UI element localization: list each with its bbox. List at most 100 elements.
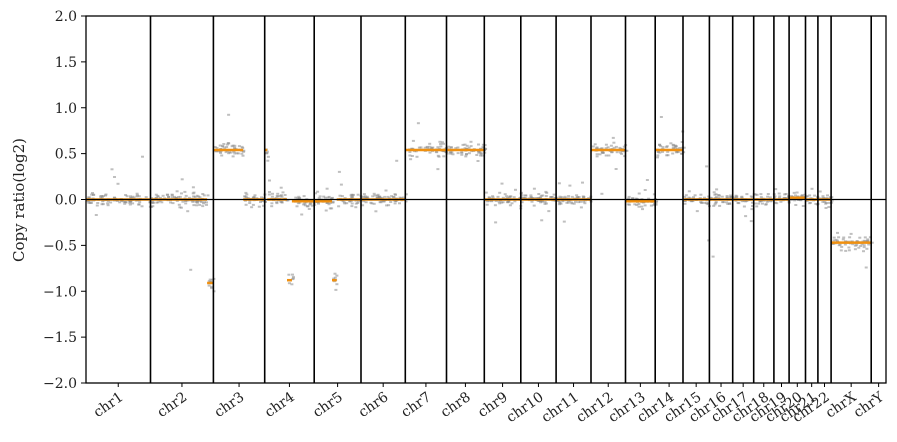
data-point: [840, 245, 844, 248]
data-point: [614, 168, 618, 170]
data-point: [173, 195, 176, 198]
data-point: [137, 203, 141, 206]
data-point: [382, 200, 386, 203]
data-point: [745, 193, 749, 196]
data-point: [170, 193, 174, 196]
data-point: [324, 209, 328, 212]
data-point: [205, 203, 208, 206]
data-point: [109, 201, 113, 204]
data-point: [393, 193, 397, 196]
data-point: [178, 195, 182, 198]
data-point: [268, 191, 271, 193]
data-point: [333, 276, 337, 279]
data-point: [202, 202, 205, 205]
data-point: [227, 142, 231, 145]
data-point: [202, 194, 206, 197]
data-point: [243, 195, 247, 198]
data-point: [764, 203, 768, 206]
data-point: [356, 193, 360, 196]
data-point: [758, 200, 762, 203]
data-point: [169, 201, 173, 204]
data-point: [223, 147, 227, 150]
data-point: [334, 288, 338, 291]
data-point: [328, 207, 332, 210]
data-point: [372, 202, 376, 205]
data-point: [717, 196, 721, 199]
data-point: [390, 195, 394, 198]
data-point: [661, 150, 664, 153]
data-point: [658, 143, 661, 146]
data-point: [442, 142, 445, 145]
data-point: [558, 202, 562, 205]
data-point: [449, 151, 453, 154]
data-point: [333, 272, 337, 275]
data-point: [656, 156, 659, 159]
data-point: [291, 278, 295, 281]
data-point: [314, 192, 317, 195]
data-point: [195, 204, 199, 207]
data-point: [755, 205, 759, 208]
data-point: [138, 201, 142, 204]
data-point: [100, 195, 104, 197]
data-point: [794, 204, 798, 206]
data-point: [317, 202, 320, 205]
data-point: [673, 146, 677, 149]
data-point: [582, 196, 586, 198]
data-point: [512, 196, 516, 199]
data-point: [742, 199, 746, 202]
data-point: [676, 151, 680, 154]
data-point: [401, 196, 405, 199]
data-point: [540, 219, 544, 222]
data-point: [180, 178, 184, 181]
data-point: [215, 147, 219, 149]
y-tick-label: −1.0: [43, 284, 77, 300]
data-point: [101, 195, 105, 197]
data-point: [210, 287, 214, 290]
data-point: [219, 152, 223, 154]
data-point: [640, 205, 644, 208]
y-tick-label: 0.0: [55, 193, 77, 209]
data-point: [575, 196, 579, 198]
data-point: [714, 201, 718, 203]
data-point: [410, 147, 414, 150]
data-point: [557, 182, 561, 185]
data-point: [543, 201, 547, 203]
data-point: [86, 196, 90, 199]
data-point: [343, 197, 347, 200]
data-point: [302, 203, 306, 206]
data-point: [562, 220, 566, 223]
data-point: [158, 199, 162, 202]
data-point: [531, 197, 535, 200]
data-point: [428, 145, 432, 148]
data-point: [191, 192, 195, 195]
data-point: [793, 199, 797, 202]
data-point: [509, 195, 513, 198]
data-point: [123, 202, 127, 205]
data-point: [460, 151, 464, 154]
data-point: [490, 200, 494, 203]
data-point: [302, 195, 306, 198]
data-point: [110, 168, 114, 171]
data-point: [615, 151, 619, 154]
y-tick-label: −0.5: [43, 238, 77, 254]
data-point: [540, 200, 544, 203]
data-point: [773, 195, 777, 198]
data-point: [340, 195, 344, 198]
data-point: [187, 196, 191, 199]
data-point: [463, 143, 467, 146]
data-point: [419, 146, 423, 149]
data-point: [354, 206, 358, 209]
data-point: [196, 199, 199, 202]
data-point: [436, 146, 440, 149]
data-point: [242, 150, 246, 153]
data-point: [129, 195, 132, 198]
data-point: [161, 194, 165, 197]
data-point: [842, 236, 846, 239]
data-point: [734, 196, 738, 199]
data-point: [451, 153, 455, 156]
data-point: [567, 195, 571, 198]
x-tick-label: chr7: [398, 389, 434, 421]
data-point: [599, 147, 603, 150]
data-point: [467, 152, 471, 155]
data-point: [693, 194, 697, 197]
